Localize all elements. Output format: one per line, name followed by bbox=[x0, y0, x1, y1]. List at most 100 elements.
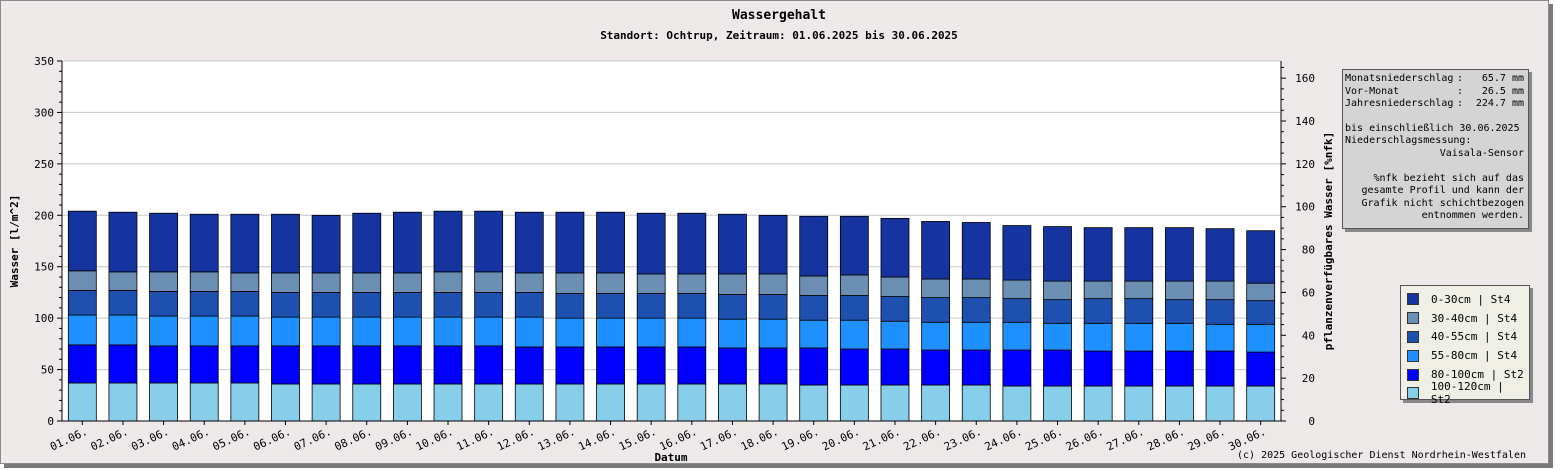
bar-segment bbox=[1002, 225, 1032, 281]
bar-segment bbox=[799, 295, 829, 321]
bar-segment bbox=[1205, 280, 1235, 301]
bar-segment bbox=[1043, 385, 1072, 422]
bar-segment bbox=[474, 210, 504, 273]
bar-segment bbox=[880, 276, 910, 297]
bar-segment bbox=[1165, 385, 1194, 422]
legend-label: 55-80cm | St4 bbox=[1431, 349, 1518, 363]
bar-segment bbox=[921, 384, 951, 422]
bar-segment bbox=[636, 346, 666, 385]
x-tick-label: 23.06. bbox=[942, 425, 984, 454]
bar-segment bbox=[758, 318, 788, 349]
bar-segment bbox=[961, 278, 991, 298]
legend-swatch bbox=[1407, 293, 1419, 306]
bar-segment bbox=[1002, 298, 1032, 323]
bar-segment bbox=[1124, 322, 1154, 352]
y-tick-label: 250 bbox=[34, 158, 54, 171]
y-tick-label: 350 bbox=[34, 55, 54, 68]
bar-segment bbox=[474, 271, 504, 293]
bar-segment bbox=[108, 271, 138, 291]
bar-segment bbox=[108, 289, 138, 316]
bar-segment bbox=[352, 292, 382, 318]
x-tick-label: 14.06. bbox=[576, 425, 618, 454]
bar-segment bbox=[230, 382, 260, 422]
bar-segment bbox=[555, 272, 585, 294]
x-axis-label: Datum bbox=[654, 451, 687, 463]
bar-segment bbox=[799, 384, 829, 422]
bar-segment bbox=[596, 272, 625, 294]
bar-segment bbox=[555, 317, 585, 348]
bar-segment bbox=[352, 383, 382, 422]
bar-segment bbox=[1124, 385, 1154, 422]
legend-swatch bbox=[1407, 368, 1419, 381]
legend-label: 30-40cm | St4 bbox=[1431, 311, 1518, 325]
legend-label: 100-120cm | St2 bbox=[1430, 380, 1504, 407]
bar-segment bbox=[108, 211, 138, 273]
x-tick-label: 22.06. bbox=[901, 425, 943, 454]
bar-segment bbox=[67, 270, 97, 291]
bar-segment bbox=[677, 212, 707, 275]
bar-segment bbox=[67, 289, 97, 316]
legend-label: 0-30cm | St4 bbox=[1431, 292, 1511, 306]
bar-segment bbox=[514, 383, 544, 422]
x-tick-label: 12.06. bbox=[495, 425, 537, 454]
info-note-line: gesamte Profil und kann der bbox=[1361, 185, 1524, 197]
bar-segment bbox=[392, 211, 422, 274]
info-until: bis einschließlich 30.06.2025 bbox=[1345, 122, 1520, 134]
bar-segment bbox=[149, 271, 178, 292]
x-tick-label: 13.06. bbox=[536, 425, 578, 454]
grid-lines bbox=[62, 60, 1281, 371]
bar-segment bbox=[108, 344, 138, 384]
bar-segment bbox=[758, 383, 788, 422]
bar-segment bbox=[677, 346, 707, 385]
legend-item: 55-80cm | St4 bbox=[1407, 346, 1529, 365]
bar-segment bbox=[718, 294, 747, 320]
bar-segment bbox=[1205, 385, 1235, 422]
bar-segment bbox=[758, 347, 788, 385]
legend-item: 80-100cm | St2 bbox=[1407, 365, 1529, 384]
x-tick-label: 16.06. bbox=[658, 425, 700, 454]
bar-segment bbox=[189, 271, 219, 292]
bar-segment bbox=[880, 217, 910, 278]
y2-tick-label: 100 bbox=[1295, 201, 1315, 214]
legend-item: 0-30cm | St4 bbox=[1407, 290, 1529, 309]
bar-segment bbox=[1205, 350, 1235, 387]
bar-segment bbox=[555, 211, 585, 274]
bar-segment bbox=[596, 293, 625, 319]
bar-segment bbox=[311, 383, 341, 422]
bar-segment bbox=[1124, 227, 1154, 282]
y2-tick-label: 160 bbox=[1295, 72, 1315, 85]
bar-segment bbox=[433, 210, 463, 273]
bar-segment bbox=[718, 383, 747, 422]
bar-segment bbox=[839, 215, 869, 276]
x-tick-label: 10.06. bbox=[414, 425, 456, 454]
bar-segment bbox=[921, 221, 951, 280]
y2-tick-label: 140 bbox=[1295, 115, 1315, 128]
bar-segment bbox=[1043, 322, 1072, 351]
x-tick-label: 29.06. bbox=[1186, 425, 1228, 454]
bar-segment bbox=[839, 384, 869, 422]
bar-segment bbox=[1083, 385, 1113, 422]
bar-segment bbox=[758, 273, 788, 295]
bar-segment bbox=[271, 383, 300, 422]
info-label: Jahresniederschlag bbox=[1345, 98, 1454, 110]
legend-item: 30-40cm | St4 bbox=[1407, 309, 1529, 328]
bar-segment bbox=[921, 349, 951, 386]
x-tick-label: 05.06. bbox=[211, 425, 253, 454]
chart-subtitle: Standort: Ochtrup, Zeitraum: 01.06.2025 … bbox=[600, 29, 958, 42]
bar-segment bbox=[1205, 228, 1235, 282]
bar-segment bbox=[149, 345, 178, 384]
bar-segment bbox=[555, 293, 585, 319]
bar-segment bbox=[718, 347, 747, 385]
bar-segment bbox=[67, 210, 97, 272]
bar-segment bbox=[921, 321, 951, 351]
bar-segment bbox=[311, 214, 341, 274]
x-tick-label: 25.06. bbox=[1023, 425, 1065, 454]
x-tick-label: 01.06. bbox=[48, 425, 90, 454]
bar-segment bbox=[677, 293, 707, 319]
bar-segment bbox=[149, 315, 178, 347]
bar-segment bbox=[961, 297, 991, 323]
y-tick-label: 100 bbox=[34, 312, 54, 325]
bar-segment bbox=[880, 296, 910, 322]
bar-segment bbox=[1246, 282, 1276, 302]
x-tick-label: 26.06. bbox=[1064, 425, 1106, 454]
